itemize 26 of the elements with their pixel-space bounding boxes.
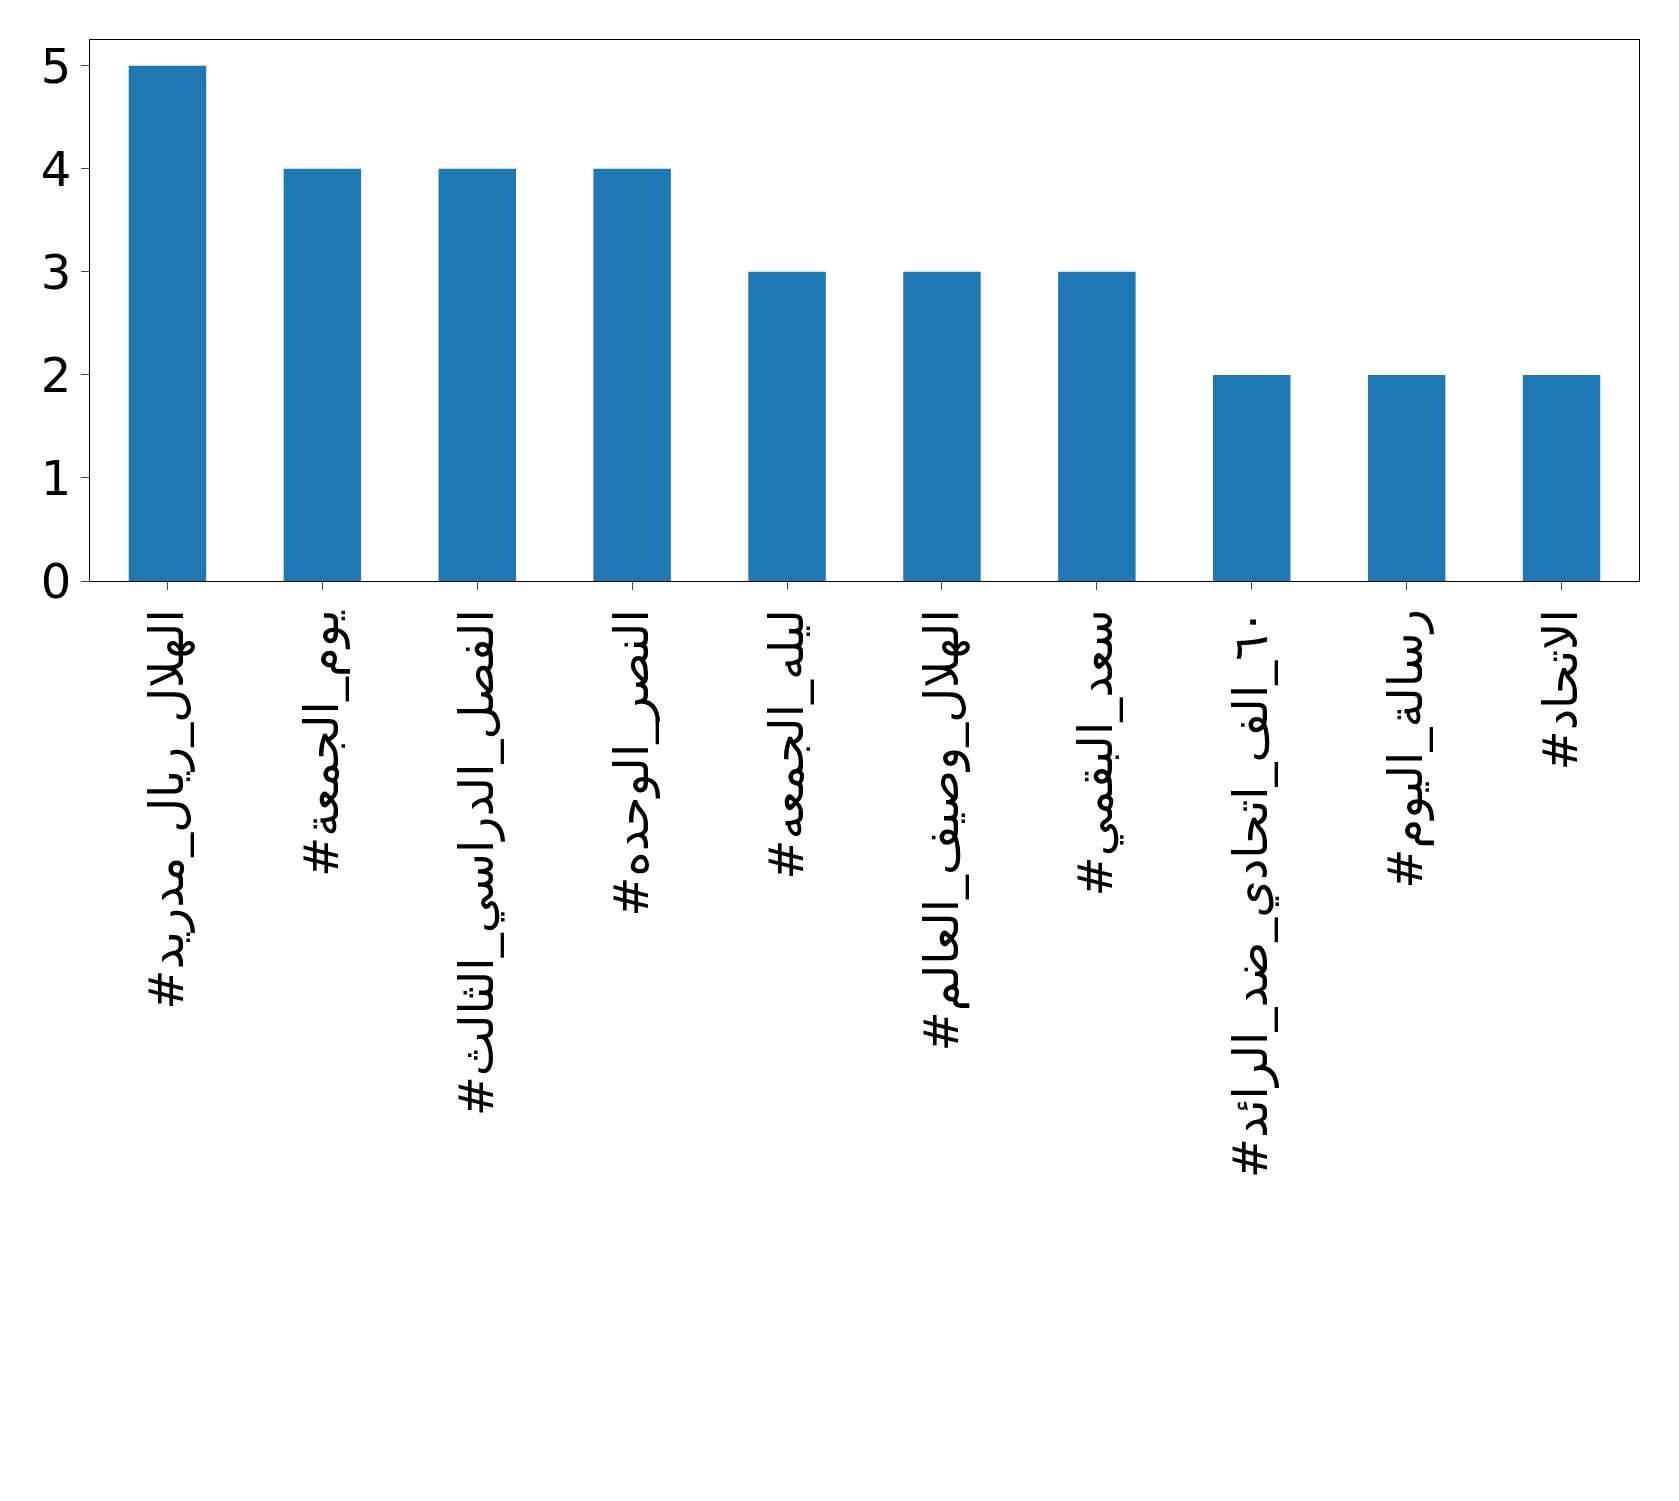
x-tick-label: #الفصل_الدراسي_الثالث — [447, 609, 505, 1117]
x-tick-label: #سعد_البقمي — [1067, 609, 1125, 897]
x-tick-label: #الاتحاد — [1532, 609, 1589, 771]
bar — [748, 271, 826, 581]
y-tick-label: 0 — [40, 552, 72, 609]
bar — [1522, 374, 1601, 581]
x-tick-label: #٦٠_الف_اتحادي_ضد_الرائد — [1222, 609, 1280, 1179]
x-tick-label: #الهلال_وصيف_العالم — [912, 609, 970, 1052]
bar — [903, 271, 981, 581]
y-tick-label: 1 — [40, 449, 72, 506]
bar — [1058, 271, 1136, 581]
x-tick-label: #رسالة_اليوم — [1377, 609, 1435, 889]
x-tick-label: #ليله_الجمعه — [757, 609, 814, 880]
x-tick-label: #النصر_الوحده — [602, 609, 660, 917]
x-tick-label: #يوم_الجمعة — [292, 609, 350, 877]
y-tick-label: 3 — [40, 243, 72, 300]
bar — [1367, 374, 1446, 581]
bar — [1213, 374, 1291, 581]
y-tick-label: 5 — [40, 37, 72, 94]
y-tick-label: 4 — [40, 140, 72, 197]
bar — [438, 168, 516, 581]
x-tick-label: #الهلال_ريال_مدريد — [138, 609, 196, 1010]
bar — [593, 168, 671, 581]
y-tick-label: 2 — [40, 346, 72, 403]
bar — [128, 65, 207, 581]
bar — [283, 168, 362, 581]
